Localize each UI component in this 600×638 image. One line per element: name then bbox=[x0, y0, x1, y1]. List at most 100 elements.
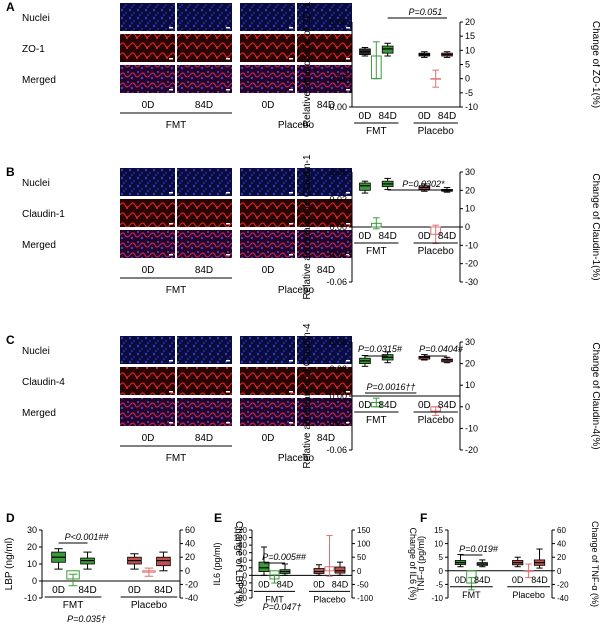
p-value: P<0.001## bbox=[65, 532, 110, 542]
scale-bar bbox=[346, 360, 350, 362]
scale-bar bbox=[226, 89, 230, 91]
y2-tick-label: 30 bbox=[465, 167, 475, 177]
y2-tick-label: 0 bbox=[185, 566, 190, 576]
scale-bar bbox=[346, 391, 350, 393]
y2-tick-label: -20 bbox=[557, 580, 569, 589]
day-label: 84D bbox=[317, 265, 335, 276]
micrograph-tile bbox=[297, 168, 352, 196]
row-label: Nuclei bbox=[22, 178, 50, 189]
micrograph-tile bbox=[177, 230, 232, 258]
y-axis-title: Relative abundance of Claudin-1 bbox=[302, 154, 313, 300]
micrograph-tile bbox=[177, 398, 232, 426]
y2-tick-label: -20 bbox=[465, 259, 478, 269]
box bbox=[334, 566, 346, 574]
chart-e: -60-40-20020406080100120-100-50050100150… bbox=[212, 511, 418, 612]
micrograph-tile bbox=[240, 336, 295, 364]
y-tick-label: 0.06 bbox=[329, 167, 347, 177]
x-tick-label: 84D bbox=[378, 231, 396, 242]
x-tick-label: 0D bbox=[313, 579, 325, 589]
row-label: ZO-1 bbox=[22, 44, 45, 55]
scale-bar bbox=[289, 58, 293, 60]
scale-bar bbox=[169, 254, 173, 256]
group-label: Placebo bbox=[131, 600, 168, 611]
day-label: 84D bbox=[317, 433, 335, 444]
group-label: FMT bbox=[63, 600, 84, 611]
y2-tick-label: -40 bbox=[557, 594, 569, 603]
x-tick-label: 84D bbox=[438, 400, 456, 411]
micrograph-tile bbox=[120, 34, 175, 62]
scale-bar bbox=[346, 422, 350, 424]
y2-tick-label: -10 bbox=[465, 423, 478, 433]
y2-tick-label: 0 bbox=[465, 402, 470, 412]
micrograph-tile bbox=[297, 65, 352, 93]
group-label: FMT bbox=[366, 126, 387, 137]
day-label: 0D bbox=[262, 433, 275, 444]
x-tick-label: 0D bbox=[418, 111, 431, 122]
y2-tick-label: -40 bbox=[185, 593, 198, 603]
x-tick-label: 84D bbox=[438, 231, 456, 242]
micrograph-tile bbox=[120, 367, 175, 395]
micrograph-tile bbox=[120, 336, 175, 364]
p-value: P=0.0315# bbox=[358, 344, 403, 354]
panel-letter: B bbox=[6, 165, 15, 179]
scale-bar bbox=[289, 391, 293, 393]
scale-bar bbox=[226, 27, 230, 29]
micrograph-tile bbox=[240, 34, 295, 62]
day-label: 84D bbox=[195, 433, 213, 444]
y2-tick-label: 50 bbox=[357, 553, 366, 562]
y2-axis-title: Change of ZO-1(%) bbox=[590, 21, 600, 108]
y-tick-label: 60 bbox=[238, 549, 247, 558]
scale-bar bbox=[289, 192, 293, 194]
scale-bar bbox=[226, 360, 230, 362]
scale-bar bbox=[169, 27, 173, 29]
panel-letter: D bbox=[6, 511, 15, 525]
x-tick-label: 84D bbox=[438, 111, 456, 122]
y-tick-label: 0 bbox=[439, 567, 444, 576]
day-label: 84D bbox=[317, 100, 335, 111]
row-label: Claudin-4 bbox=[22, 377, 65, 388]
scale-bar bbox=[289, 89, 293, 91]
x-tick-label: 0D bbox=[455, 575, 467, 585]
y-tick-label: 0.06 bbox=[329, 337, 347, 347]
chart-a: 0.00 0.02 0.04 0.06 -10 -5 0 5 10 15 20 0D 84D 0D 84D F… bbox=[302, 2, 600, 137]
y-tick-label: 40 bbox=[238, 556, 247, 565]
y2-tick-label: 5 bbox=[465, 60, 470, 70]
scale-bar bbox=[169, 391, 173, 393]
p-value: P=0.035† bbox=[67, 614, 106, 624]
y-axis-title: LBP (ng/ml) bbox=[4, 538, 15, 591]
group-label: Placebo bbox=[512, 590, 545, 600]
y2-tick-label: -30 bbox=[465, 277, 478, 287]
scale-bar bbox=[226, 192, 230, 194]
p-value: P=0.019# bbox=[459, 544, 499, 554]
y2-tick-label: -100 bbox=[357, 594, 374, 603]
group-label: FMT bbox=[366, 246, 387, 257]
p-value: P=0.047† bbox=[263, 602, 302, 612]
y2-tick-label: -50 bbox=[357, 580, 369, 589]
scale-bar bbox=[289, 223, 293, 225]
x-tick-label: 0D bbox=[418, 231, 431, 242]
panel-a-micrographs: A Nuclei ZO-1 Merged 0D 84D 0D 84D FMT Placebo bbox=[6, 0, 352, 131]
scale-bar bbox=[169, 360, 173, 362]
y2-tick-label: -10 bbox=[465, 240, 478, 250]
y2-tick-label: 0 bbox=[465, 222, 470, 232]
y2-tick-label: 10 bbox=[465, 204, 475, 214]
micrograph-tile bbox=[120, 230, 175, 258]
micrograph-tile bbox=[177, 168, 232, 196]
y2-tick-label: 0 bbox=[465, 74, 470, 84]
y-tick-label: 100 bbox=[234, 534, 248, 543]
micrograph-tile bbox=[240, 398, 295, 426]
micrograph-tile bbox=[120, 3, 175, 31]
day-label: 0D bbox=[262, 100, 275, 111]
micrograph-tile bbox=[240, 65, 295, 93]
scale-bar bbox=[346, 27, 350, 29]
y-axis-title: Relative abundance of ZO-1 bbox=[302, 2, 313, 128]
x-tick-label: 84D bbox=[474, 575, 491, 585]
chart-c: -0.06 -0.03 0.00 0.03 0.06 -20 -10 0 10 20 30 0D 84D… bbox=[302, 323, 600, 469]
y-tick-label: 0.03 bbox=[329, 364, 347, 374]
micrograph-tile bbox=[240, 367, 295, 395]
micrograph-tile bbox=[297, 367, 352, 395]
x-tick-label: 0D bbox=[359, 111, 372, 122]
row-label: Nuclei bbox=[22, 13, 50, 24]
y-tick-label: 0 bbox=[32, 576, 37, 586]
